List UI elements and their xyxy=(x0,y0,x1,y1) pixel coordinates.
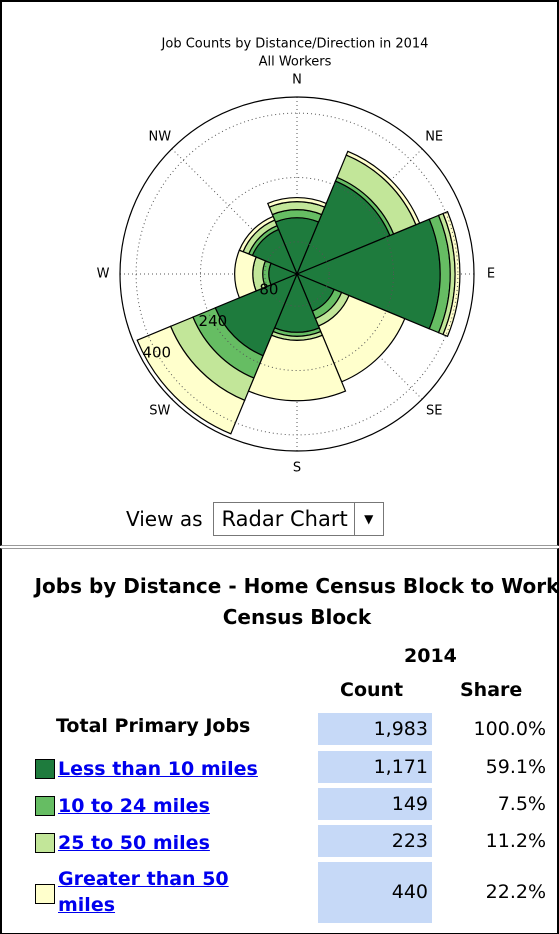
legend-swatch xyxy=(35,759,55,779)
direction-label: E xyxy=(487,267,495,282)
selected-option: Radar Chart xyxy=(221,507,348,531)
grid-ring xyxy=(135,112,459,436)
row-share: 7.5% xyxy=(497,793,546,815)
legend-swatch xyxy=(35,884,55,904)
chart: Job Counts by Distance/Direction in 2014… xyxy=(97,37,496,476)
chart-panel: Job Counts by Distance/Direction in 2014… xyxy=(0,0,559,546)
r-tick-label: 80 xyxy=(259,280,278,298)
row-share: 59.1% xyxy=(485,756,546,778)
view-select[interactable]: Radar Chart ▼ xyxy=(212,502,384,536)
view-label: View as xyxy=(126,507,203,531)
row-link[interactable]: Greater than 50 miles xyxy=(58,868,229,916)
direction-label: N xyxy=(292,73,302,88)
row-share: 11.2% xyxy=(485,830,546,852)
row-count: 223 xyxy=(318,825,432,857)
wedge xyxy=(234,249,257,299)
table-title: Jobs by Distance - Home Census Block to … xyxy=(34,574,559,629)
legend-swatch xyxy=(35,833,55,853)
legend-swatch xyxy=(35,796,55,816)
direction-label: SE xyxy=(426,404,442,419)
total-share: 100.0% xyxy=(473,718,546,740)
row-link[interactable]: Less than 10 miles xyxy=(58,758,258,780)
row-count: 1,171 xyxy=(318,751,432,783)
year-header: 2014 xyxy=(404,645,457,667)
row-link[interactable]: 25 to 50 miles xyxy=(58,832,210,854)
wedge xyxy=(266,197,328,208)
share-header: Share xyxy=(460,679,523,701)
direction-label: S xyxy=(293,461,301,476)
table-panel: Jobs by Distance - Home Census Block to … xyxy=(0,548,559,934)
row-link[interactable]: 10 to 24 miles xyxy=(58,795,210,817)
wedge xyxy=(345,150,421,226)
dropdown-arrow[interactable]: ▼ xyxy=(353,503,383,535)
spoke xyxy=(171,148,298,275)
r-tick-label: 400 xyxy=(142,343,171,361)
direction-label: NE xyxy=(425,129,443,144)
wedge xyxy=(238,215,276,253)
chart-title: Job Counts by Distance/Direction in 2014 xyxy=(161,37,429,52)
direction-label: NW xyxy=(149,129,172,144)
row-count: 149 xyxy=(318,788,432,820)
count-header: Count xyxy=(340,679,404,701)
wedge xyxy=(136,325,246,435)
total-label: Total Primary Jobs xyxy=(56,715,251,737)
row-count: 440 xyxy=(318,862,432,923)
view-as: View as Radar Chart ▼ xyxy=(126,502,384,536)
direction-label: SW xyxy=(149,404,170,419)
wedge xyxy=(247,334,347,402)
row-share: 22.2% xyxy=(485,881,546,903)
r-tick-label: 240 xyxy=(199,312,228,330)
outer-ring xyxy=(119,96,475,452)
grid-ring xyxy=(199,176,395,372)
wedge xyxy=(442,210,461,338)
chart-subtitle: All Workers xyxy=(259,55,332,70)
direction-label: W xyxy=(97,267,110,282)
grid-ring xyxy=(264,241,330,307)
total-count: 1,983 xyxy=(318,713,432,745)
